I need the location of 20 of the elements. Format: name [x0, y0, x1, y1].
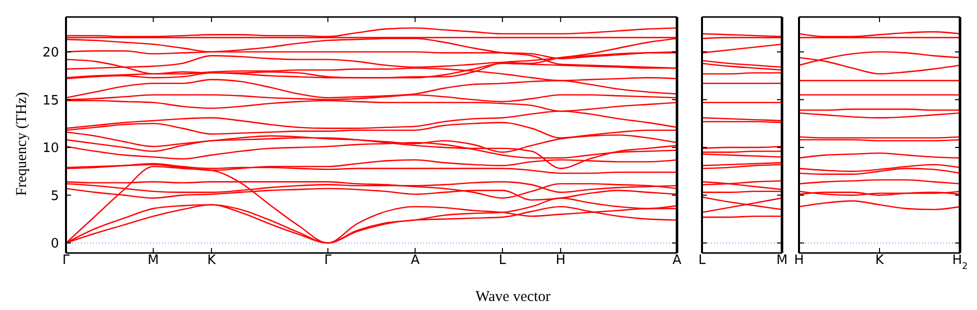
x-tick-label: M	[148, 253, 159, 268]
y-tick-label: 0	[50, 236, 59, 252]
x-tick-label: H$_{2}$	[952, 253, 968, 272]
y-tick-label: 10	[42, 141, 59, 156]
x-tick-label: Γ	[324, 253, 332, 268]
x-tick-label: A	[410, 253, 420, 268]
x-tick-label: M	[776, 253, 788, 268]
y-tick-label: 15	[42, 93, 59, 108]
x-tick-label: H	[794, 253, 804, 268]
x-tick-label: L	[698, 253, 706, 268]
x-axis-title: Wave vector	[476, 289, 551, 305]
y-tick-label: 5	[50, 188, 59, 204]
x-tick-label: L	[498, 253, 507, 268]
y-tick-label: 20	[42, 45, 59, 60]
x-tick-label: H	[556, 253, 566, 268]
x-tick-label: K	[207, 253, 216, 268]
x-tick-label: Γ	[62, 253, 70, 268]
x-tick-label: K	[875, 253, 884, 268]
x-tick-label: A	[672, 253, 682, 268]
y-axis-title: Frequency (THz)	[14, 92, 30, 196]
